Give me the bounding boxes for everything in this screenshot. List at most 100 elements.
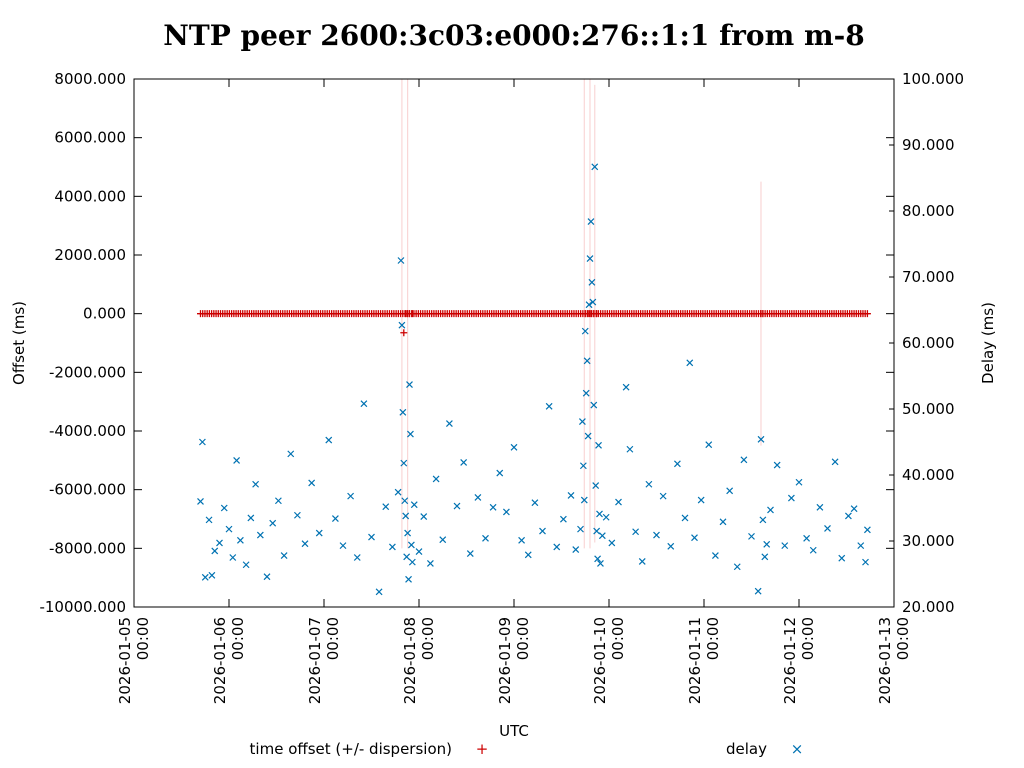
delay-point <box>236 536 244 544</box>
x-tick-date: 2026-01-08 <box>401 617 419 704</box>
delay-point <box>368 533 375 541</box>
delay-point <box>208 571 216 579</box>
delay-point <box>482 534 489 542</box>
delay-point <box>632 528 640 536</box>
y-axis-ticks: 8000.000 6000.000 4000.000 2000.000 0.000 -20… <box>39 70 894 616</box>
delay-point <box>582 389 590 397</box>
y-tick-label: 2000.000 <box>54 246 126 264</box>
y2-tick-label: 90.000 <box>902 136 955 154</box>
x-tick-date: 2026-01-09 <box>496 617 514 704</box>
delay-point <box>432 475 440 483</box>
delay-point <box>415 548 423 555</box>
x-tick-time: 00:00 <box>229 617 247 660</box>
delay-point <box>598 532 606 540</box>
x-tick-time: 00:00 <box>134 617 152 660</box>
delay-point <box>201 573 209 581</box>
y-tick-label: 8000.000 <box>54 70 126 88</box>
delay-point <box>401 497 409 505</box>
y2-axis-ticks: 100.000 90.000 80.000 70.000 60.000 50.000 40.… <box>889 70 964 616</box>
delay-point <box>831 458 839 466</box>
delay-point <box>460 459 468 466</box>
x-tick-date: 2026-01-06 <box>211 617 229 704</box>
delay-point <box>233 457 241 464</box>
y-axis-label: Offset (ms) <box>10 301 28 385</box>
delay-point <box>803 534 811 542</box>
x-tick-date: 2026-01-12 <box>781 617 799 704</box>
y2-tick-label: 30.000 <box>902 532 955 550</box>
delay-point <box>691 534 698 542</box>
delay-point <box>331 515 339 522</box>
delay-point <box>269 519 277 527</box>
delay-point <box>405 575 412 583</box>
delay-point <box>586 255 594 262</box>
plot-frame <box>133 78 895 608</box>
delay-point <box>711 552 719 559</box>
delay-point <box>667 542 675 550</box>
delay-point <box>293 511 301 519</box>
delay-point <box>705 441 713 449</box>
delay-point <box>838 554 846 562</box>
delay-point <box>308 479 316 487</box>
delay-point <box>850 505 858 513</box>
delay-point <box>592 482 600 489</box>
delay-point <box>726 487 734 495</box>
delay-point <box>615 498 622 506</box>
delay-point <box>816 503 824 511</box>
delay-point <box>510 443 518 451</box>
delay-point <box>474 494 482 501</box>
delay-point <box>622 383 630 391</box>
delay-point <box>589 298 597 306</box>
delay-point <box>502 508 510 516</box>
delay-point <box>398 321 406 329</box>
y2-axis-label: Delay (ms) <box>979 302 997 384</box>
delay-point <box>225 525 233 533</box>
x-tick-date: 2026-01-13 <box>876 617 894 704</box>
delay-point <box>410 501 418 509</box>
delay-point <box>301 540 309 548</box>
delay-point <box>602 513 610 521</box>
delay-point <box>256 531 264 539</box>
delay-point <box>754 587 762 595</box>
delay-point <box>400 459 408 467</box>
delay-point <box>681 514 689 522</box>
delay-point <box>347 492 355 500</box>
delay-point <box>763 540 771 548</box>
delay-point <box>496 469 504 477</box>
delay-point <box>567 492 575 499</box>
delay-point <box>590 401 598 409</box>
chart-title: NTP peer 2600:3c03:e000:276::1:1 from m-… <box>163 19 864 52</box>
x-tick-time: 00:00 <box>799 617 817 660</box>
delay-point <box>399 408 407 416</box>
delay-point <box>593 527 601 535</box>
delay-point <box>280 552 288 559</box>
delay-point <box>404 529 412 537</box>
delay-point <box>773 461 781 469</box>
y-tick-label: -4000.000 <box>49 422 126 440</box>
y-tick-label: -8000.000 <box>49 539 126 557</box>
delay-point <box>216 539 223 547</box>
delay-point <box>733 563 741 571</box>
delay-point <box>591 163 599 171</box>
x-tick-date: 2026-01-05 <box>116 617 134 704</box>
delay-point <box>857 542 865 550</box>
x-tick-date: 2026-01-07 <box>306 617 324 704</box>
y-tick-label: -2000.000 <box>49 363 126 381</box>
delay-point <box>466 550 474 557</box>
delay-point <box>795 478 803 486</box>
y-tick-label: -6000.000 <box>49 481 126 499</box>
legend: time offset (+/- dispersion) + delay × <box>250 740 804 758</box>
delay-point <box>439 536 447 544</box>
delay-point <box>697 496 705 504</box>
y2-tick-label: 20.000 <box>902 598 955 616</box>
x-tick-time: 00:00 <box>324 617 342 660</box>
delay-point <box>531 499 539 507</box>
y2-tick-label: 100.000 <box>902 70 964 88</box>
x-tick-time: 00:00 <box>894 617 912 660</box>
delay-point <box>626 445 634 453</box>
offset-point <box>400 329 408 337</box>
y-tick-label: 0.000 <box>83 305 126 323</box>
delay-point <box>274 497 282 505</box>
delay-point <box>407 430 414 438</box>
delay-point <box>247 514 255 522</box>
delay-point <box>581 327 589 335</box>
